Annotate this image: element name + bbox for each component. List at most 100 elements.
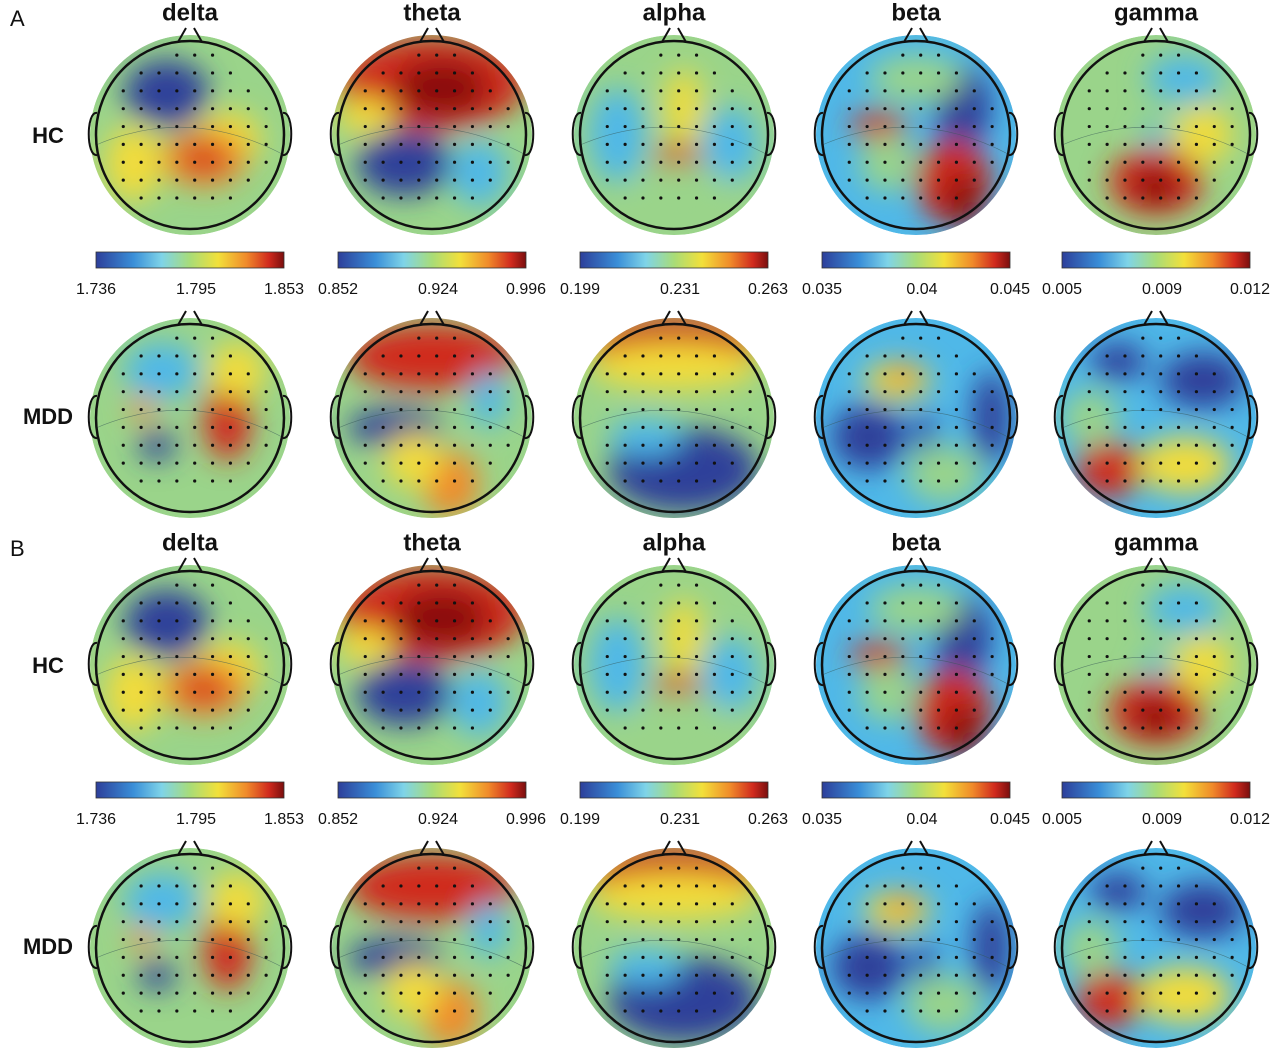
electrode [1176,1009,1181,1013]
electrode [435,407,439,412]
electrode [1230,142,1234,146]
band-title: gamma [1114,529,1199,556]
electrode [488,178,492,182]
blob [124,872,200,930]
electrode [1159,336,1163,340]
electrode [677,372,681,376]
electrode [363,937,367,942]
electrode [1105,726,1109,730]
electrode [121,178,125,182]
electrode [399,407,403,412]
electrode [936,443,941,447]
electrode [623,372,627,376]
electrode [1123,955,1127,960]
electrode [605,107,609,111]
electrode [865,619,869,623]
blob [394,59,489,117]
electrode [1087,637,1091,641]
electrode [470,425,475,429]
electrode [847,178,851,182]
electrode [399,902,403,906]
blob [347,324,517,390]
group-label: MDD [23,934,73,959]
electrode [399,654,403,659]
electrode [972,708,976,712]
blob [138,432,176,461]
topomap [87,557,293,765]
electrode [865,637,869,641]
electrode [381,479,385,483]
electrode [139,160,143,164]
electrode [121,902,125,906]
electrode [659,178,663,182]
electrode [210,955,215,960]
electrode [210,390,215,394]
electrode [954,443,959,447]
electrode [641,178,645,182]
electrode [470,461,475,465]
electrode [363,178,367,182]
electrode [157,160,161,164]
electrode [972,654,976,659]
map-fill [90,565,290,765]
colorbar-label: 1.736 [76,811,116,828]
electrode [139,124,143,129]
electrode [175,196,179,200]
contour [1061,126,1251,156]
electrode [399,619,403,623]
electrode [435,479,439,483]
electrode [488,902,492,906]
colorbar-label: 1.736 [76,281,116,298]
electrode [883,991,887,995]
electrode [193,902,197,906]
electrode [730,160,734,164]
electrode [1194,354,1199,358]
colorbar-label: 1.795 [176,811,216,828]
electrode [936,973,941,977]
electrode [659,955,663,960]
electrode [175,690,179,694]
electrode [1230,425,1234,429]
electrode [228,89,233,93]
electrode [363,672,367,677]
electrode [677,443,681,447]
electrode [139,937,143,942]
electrode [730,619,734,623]
electrode [1141,443,1145,447]
electrode [1194,142,1199,146]
colorbar [95,781,285,799]
blob [208,342,266,400]
map-fill [574,35,774,235]
electrode [175,937,179,942]
electrode [1230,973,1234,977]
electrode [954,690,959,694]
electrode [605,160,609,164]
electrode [954,160,959,164]
blob [469,901,508,958]
electrode [712,637,717,641]
electrode [694,425,699,429]
electrode [641,955,645,960]
electrode [381,619,385,623]
nose [1143,840,1169,856]
electrode [972,955,976,960]
electrode [936,672,941,677]
electrode [399,71,403,75]
electrode [623,89,627,93]
electrode [1159,160,1163,164]
electrode [1105,937,1109,942]
electrode [1212,407,1216,412]
map-fill [332,565,532,765]
electrode [210,637,215,641]
electrode [901,124,905,129]
electrode [193,937,197,942]
electrode [1123,991,1127,995]
electrode [399,991,403,995]
electrode [883,973,887,977]
electrode [865,479,869,483]
electrode [175,866,179,870]
electrode [972,89,976,93]
electrode [1194,884,1199,888]
electrode [712,89,717,93]
electrode [1141,71,1145,75]
